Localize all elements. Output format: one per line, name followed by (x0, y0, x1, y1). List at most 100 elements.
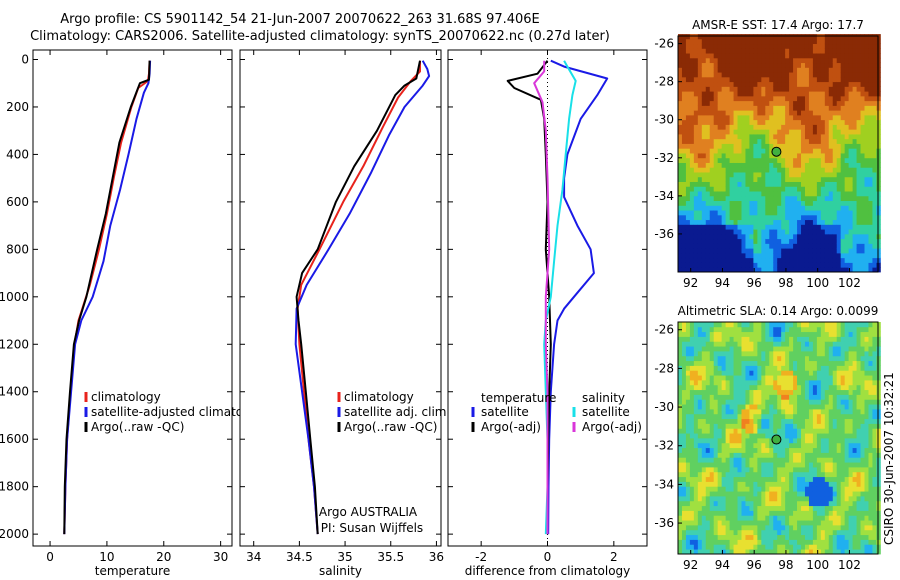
heatmap-cell (789, 370, 794, 376)
heatmap-cell (701, 428, 707, 434)
heatmap-cell (713, 81, 719, 87)
heatmap-cell (741, 162, 746, 168)
heatmap-cell (701, 248, 707, 254)
heatmap-cell (797, 418, 802, 424)
heatmap-cell (808, 124, 814, 130)
heatmap-cell (741, 452, 746, 458)
heatmap-cell (828, 462, 834, 468)
heatmap-cell (852, 138, 857, 144)
heatmap-cell (804, 336, 810, 342)
heatmap-cell (697, 134, 703, 140)
heatmap-cell (761, 476, 766, 482)
heatmap-cell (769, 336, 774, 342)
heatmap-cell (745, 205, 750, 211)
heatmap-cell (816, 336, 822, 342)
heatmap-cell (852, 380, 857, 386)
heatmap-cell (713, 322, 719, 328)
heatmap-cell (793, 210, 798, 216)
heatmap-cell (844, 380, 850, 386)
heatmap-cell (804, 529, 810, 536)
heatmap-cell (693, 534, 699, 540)
heatmap-cell (761, 486, 766, 492)
heatmap-cell (793, 148, 798, 154)
heatmap-cell (804, 100, 810, 106)
heatmap-cell (681, 267, 687, 273)
heatmap-cell (828, 500, 834, 507)
heatmap-cell (681, 515, 687, 521)
heatmap-cell (745, 167, 750, 173)
heatmap-cell (781, 476, 786, 482)
heatmap-cell (761, 114, 766, 121)
heatmap-cell (824, 399, 830, 405)
heatmap-cell (844, 243, 850, 249)
heatmap-cell (844, 114, 850, 121)
heatmap-cell (840, 176, 846, 182)
heatmap-cell (848, 486, 853, 492)
heatmap-cell (769, 355, 774, 362)
heatmap-cell (777, 413, 782, 420)
heatmap-cell (685, 233, 691, 240)
heatmap-cell (705, 486, 711, 492)
heatmap-cell (801, 176, 806, 182)
heatmap-cell (816, 91, 822, 97)
heatmap-cell (741, 214, 746, 221)
heatmap-cell (801, 418, 806, 424)
heatmap-cell (709, 119, 715, 125)
heatmap-cell (852, 428, 857, 434)
heatmap-cell (745, 471, 750, 478)
heatmap-cell (801, 404, 806, 410)
heatmap-cell (852, 119, 857, 125)
heatmap-cell (781, 57, 786, 64)
heatmap-cell (856, 91, 861, 97)
heatmap-cell (733, 257, 738, 263)
heatmap-cell (753, 200, 758, 206)
heatmap-cell (753, 447, 758, 453)
heatmap-cell (864, 143, 869, 149)
heatmap-cell (709, 539, 715, 545)
heatmap-cell (860, 418, 865, 424)
heatmap-cell (785, 186, 790, 192)
heatmap-cell (689, 129, 695, 135)
heatmap-cell (681, 134, 687, 140)
heatmap-cell (709, 110, 715, 116)
heatmap-cell (777, 500, 782, 507)
heatmap-cell (777, 172, 782, 178)
heatmap-cell (828, 394, 834, 400)
heatmap-cell (781, 72, 786, 78)
heatmap-cell (685, 105, 691, 111)
heatmap-cell (725, 157, 730, 163)
heatmap-cell (765, 114, 770, 121)
heatmap-cell (797, 186, 802, 192)
heatmap-cell (844, 81, 850, 87)
heatmap-cell (876, 167, 881, 173)
heatmap-cell (860, 153, 865, 159)
heatmap-cell (697, 525, 703, 531)
heatmap-cell (812, 336, 818, 342)
heatmap-cell (840, 119, 846, 125)
heatmap-cell (717, 476, 723, 482)
heatmap-cell (725, 331, 730, 337)
heatmap-cell (824, 423, 830, 429)
heatmap-cell (685, 375, 691, 381)
heatmap-cell (729, 134, 734, 140)
heatmap-cell (713, 86, 719, 92)
heatmap-cell (868, 91, 873, 97)
heatmap-cell (785, 428, 790, 434)
heatmap-cell (721, 176, 727, 182)
heatmap-cell (733, 336, 738, 342)
heatmap-cell (844, 186, 850, 192)
heatmap-cell (761, 124, 766, 130)
heatmap-cell (753, 124, 758, 130)
heatmap-cell (832, 157, 838, 163)
heatmap-cell (820, 143, 826, 149)
heatmap-cell (757, 62, 762, 68)
heatmap-cell (678, 394, 683, 400)
heatmap-cell (848, 143, 853, 149)
heatmap-cell (729, 191, 734, 197)
heatmap-cell (804, 119, 810, 125)
heatmap-cell (797, 370, 802, 376)
heatmap-cell (848, 229, 853, 235)
heatmap-cell (697, 124, 703, 130)
heatmap-cell (816, 549, 822, 555)
heatmap-cell (717, 243, 723, 249)
